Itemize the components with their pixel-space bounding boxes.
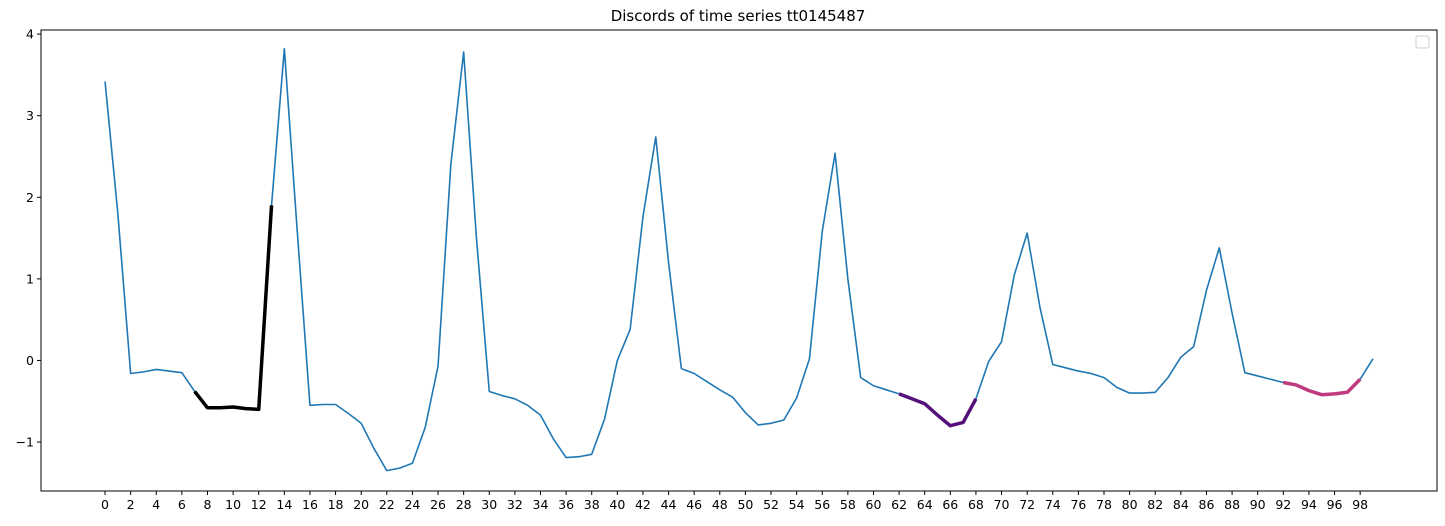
x-tick-label: 94 (1301, 497, 1317, 512)
x-tick-label: 46 (686, 497, 702, 512)
x-tick-label: 72 (1019, 497, 1035, 512)
x-tick-label: 88 (1224, 497, 1240, 512)
series-line-main (104, 47, 1374, 472)
x-tick-label: 26 (430, 497, 446, 512)
x-tick-label: 48 (712, 497, 728, 512)
x-tick-label: 50 (737, 497, 753, 512)
x-tick-label: 86 (1199, 497, 1215, 512)
legend-box[interactable] (1415, 35, 1430, 49)
series-line-discord-1 (193, 205, 274, 412)
y-tick-label: 1 (26, 271, 34, 286)
x-tick-label: 58 (840, 497, 856, 512)
x-tick-label: 12 (251, 497, 267, 512)
x-tick-label: 52 (763, 497, 779, 512)
x-tick-label: 62 (891, 497, 907, 512)
y-tick-label: 4 (26, 27, 34, 42)
x-tick-label: 68 (968, 497, 984, 512)
series-line-discord-3 (1282, 377, 1362, 397)
y-tick-label: 0 (26, 353, 34, 368)
x-tick-label: 92 (1275, 497, 1291, 512)
x-tick-label: 80 (1122, 497, 1138, 512)
series-layer (104, 47, 1374, 472)
x-tick-label: 14 (276, 497, 292, 512)
x-tick-label: 18 (328, 497, 344, 512)
x-tick-label: 44 (661, 497, 677, 512)
x-axis: 0 2 4 6 8 10 12 14 16 18 20 22 24 26 28 30 32 34 36 38 40 42 4… (101, 491, 1368, 512)
x-tick-label: 4 (152, 497, 160, 512)
x-tick-label: 40 (609, 497, 625, 512)
x-tick-label: 28 (456, 497, 472, 512)
x-tick-label: 56 (814, 497, 830, 512)
x-tick-label: 10 (225, 497, 241, 512)
y-tick-label: 3 (26, 108, 34, 123)
x-tick-label: 78 (1096, 497, 1112, 512)
x-tick-label: 66 (942, 497, 958, 512)
x-tick-label: 32 (507, 497, 523, 512)
x-tick-label: 60 (866, 497, 882, 512)
x-tick-label: 76 (1070, 497, 1086, 512)
x-tick-label: 74 (1045, 497, 1061, 512)
x-tick-label: 2 (127, 497, 135, 512)
x-tick-label: 16 (302, 497, 318, 512)
x-tick-label: 24 (404, 497, 420, 512)
x-tick-label: 70 (994, 497, 1010, 512)
series-line-discord-2 (898, 392, 978, 428)
x-tick-label: 22 (379, 497, 395, 512)
x-tick-label: 84 (1173, 497, 1189, 512)
x-tick-label: 98 (1352, 497, 1368, 512)
x-tick-label: 96 (1327, 497, 1343, 512)
x-tick-label: 20 (353, 497, 369, 512)
x-tick-label: 30 (481, 497, 497, 512)
plot-frame (40, 29, 1438, 492)
y-tick-label: 2 (26, 190, 34, 205)
x-tick-label: 6 (178, 497, 186, 512)
x-tick-label: 0 (101, 497, 109, 512)
x-tick-label: 42 (635, 497, 651, 512)
x-tick-label: 8 (204, 497, 212, 512)
x-tick-label: 82 (1147, 497, 1163, 512)
x-tick-label: 90 (1250, 497, 1266, 512)
y-tick-label: −1 (16, 435, 34, 450)
x-tick-label: 38 (584, 497, 600, 512)
x-tick-label: 36 (558, 497, 574, 512)
x-tick-label: 54 (789, 497, 805, 512)
x-tick-label: 34 (533, 497, 549, 512)
chart-title: Discords of time series tt0145487 (611, 7, 866, 25)
x-tick-label: 64 (917, 497, 933, 512)
y-axis: −1 0 1 2 3 4 (16, 27, 41, 450)
